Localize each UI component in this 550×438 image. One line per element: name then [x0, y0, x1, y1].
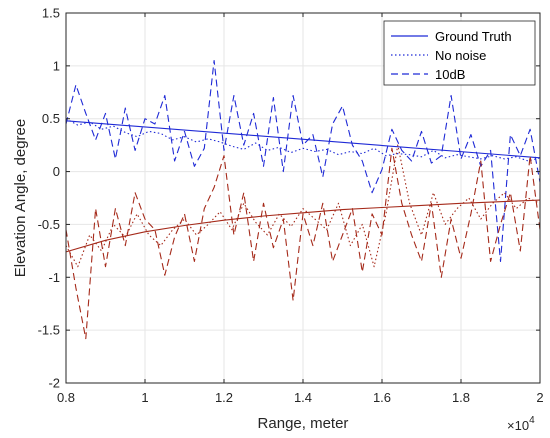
- y-tick-label: 1: [53, 58, 60, 73]
- x-tick-label: 1.6: [373, 390, 391, 405]
- series-layer: [65, 60, 541, 340]
- y-tick-label: -0.5: [38, 217, 60, 232]
- series-target1-dotted: [65, 118, 541, 162]
- series-target2-solid: [65, 199, 541, 253]
- x-tick-label: 0.8: [57, 390, 75, 405]
- series-target2-dotted: [65, 144, 541, 268]
- y-tick-label: -1.5: [38, 323, 60, 338]
- legend-label-ground-truth: Ground Truth: [435, 29, 512, 44]
- y-tick-label: -1: [48, 270, 60, 285]
- legend-label-no-noise: No noise: [435, 48, 486, 63]
- y-axis-label: Elevation Angle, degree: [12, 119, 29, 277]
- series-target2-dashed: [65, 147, 541, 340]
- x-tick-label: 1.4: [294, 390, 312, 405]
- y-tick-label: -2: [48, 376, 60, 391]
- x-tick-label: 2: [536, 390, 543, 405]
- x-tick-label: 1.2: [215, 390, 233, 405]
- y-tick-label: 0: [53, 164, 60, 179]
- y-tick-label: 0.5: [42, 111, 60, 126]
- x-axis-label: Range, meter: [258, 415, 349, 432]
- x-tick-label: 1.8: [452, 390, 470, 405]
- legend-label-10db: 10dB: [435, 67, 465, 82]
- legend-box: [383, 20, 536, 86]
- x-tick-label: 1: [141, 390, 148, 405]
- y-tick-label: 1.5: [42, 6, 60, 21]
- axes: 0.8 1 1.2 1.4 1.6 1.8 2 -2 -1.5 -1 -0.5 0 0.5 1 1.5: [38, 6, 544, 406]
- legend: Ground Truth No noise 10dB: [383, 20, 536, 86]
- x-axis-exponent: ×104: [507, 415, 535, 433]
- series-target1-dashed: [65, 60, 541, 262]
- series-target1-solid: [65, 120, 541, 159]
